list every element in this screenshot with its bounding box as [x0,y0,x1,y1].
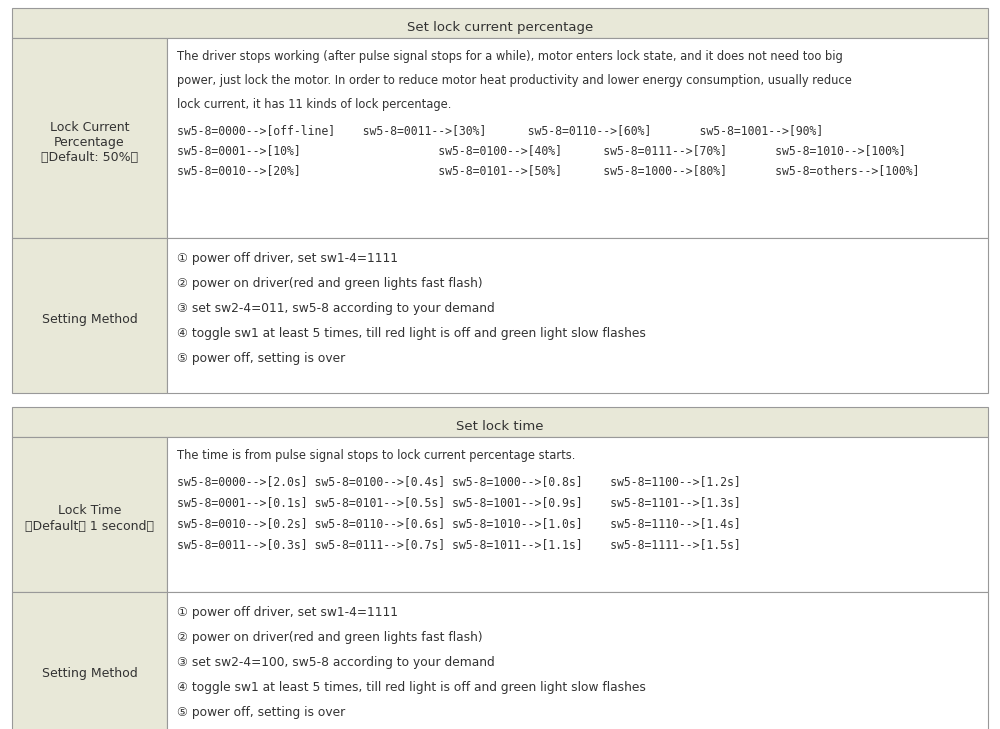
Text: Setting Method: Setting Method [42,667,137,680]
Text: sw5-8=0001-->[0.1s] sw5-8=0101-->[0.5s] sw5-8=1001-->[0.9s]    sw5-8=1101-->[1.3: sw5-8=0001-->[0.1s] sw5-8=0101-->[0.5s] … [177,496,741,509]
Text: Lock Current
Percentage
（Default: 50%）: Lock Current Percentage （Default: 50%） [41,120,138,163]
Text: ③ set sw2-4=100, sw5-8 according to your demand: ③ set sw2-4=100, sw5-8 according to your… [177,656,495,669]
Bar [12,437,167,592]
Text: ② power on driver(red and green lights fast flash): ② power on driver(red and green lights f… [177,277,483,290]
Text: sw5-8=0000-->[2.0s] sw5-8=0100-->[0.4s] sw5-8=1000-->[0.8s]    sw5-8=1100-->[1.2: sw5-8=0000-->[2.0s] sw5-8=0100-->[0.4s] … [177,475,741,488]
Bar [12,407,988,437]
Text: sw5-8=0010-->[0.2s] sw5-8=0110-->[0.6s] sw5-8=1010-->[1.0s]    sw5-8=1110-->[1.4: sw5-8=0010-->[0.2s] sw5-8=0110-->[0.6s] … [177,517,741,530]
Text: Setting Method: Setting Method [42,313,137,326]
Text: Set lock time: Set lock time [456,420,544,433]
Text: power, just lock the motor. In order to reduce motor heat productivity and lower: power, just lock the motor. In order to … [177,74,852,87]
Bar [167,238,988,393]
Text: sw5-8=0001-->[10%]                    sw5-8=0100-->[40%]      sw5-8=0111-->[70%]: sw5-8=0001-->[10%] sw5-8=0100-->[40%] sw… [177,144,906,157]
Bar [12,38,167,238]
Text: ② power on driver(red and green lights fast flash): ② power on driver(red and green lights f… [177,631,483,644]
Bar [167,38,988,238]
Text: ① power off driver, set sw1-4=1111: ① power off driver, set sw1-4=1111 [177,252,398,265]
Bar [167,592,988,729]
Bar [167,437,988,592]
Text: ① power off driver, set sw1-4=1111: ① power off driver, set sw1-4=1111 [177,606,398,619]
Bar [12,592,167,729]
Text: ⑤ power off, setting is over: ⑤ power off, setting is over [177,706,345,719]
Text: The driver stops working (after pulse signal stops for a while), motor enters lo: The driver stops working (after pulse si… [177,50,843,63]
Text: sw5-8=0011-->[0.3s] sw5-8=0111-->[0.7s] sw5-8=1011-->[1.1s]    sw5-8=1111-->[1.5: sw5-8=0011-->[0.3s] sw5-8=0111-->[0.7s] … [177,538,741,551]
Text: ③ set sw2-4=011, sw5-8 according to your demand: ③ set sw2-4=011, sw5-8 according to your… [177,302,495,315]
Text: ⑤ power off, setting is over: ⑤ power off, setting is over [177,352,345,365]
Text: lock current, it has 11 kinds of lock percentage.: lock current, it has 11 kinds of lock pe… [177,98,451,111]
Text: sw5-8=0000-->[off-line]    sw5-8=0011-->[30%]      sw5-8=0110-->[60%]       sw5-: sw5-8=0000-->[off-line] sw5-8=0011-->[30… [177,124,823,137]
Text: sw5-8=0010-->[20%]                    sw5-8=0101-->[50%]      sw5-8=1000-->[80%]: sw5-8=0010-->[20%] sw5-8=0101-->[50%] sw… [177,164,920,177]
Text: Lock Time
（Default： 1 second）: Lock Time （Default： 1 second） [25,504,154,532]
Bar [12,238,167,393]
Text: ④ toggle sw1 at least 5 times, till red light is off and green light slow flashe: ④ toggle sw1 at least 5 times, till red … [177,327,646,340]
Text: The time is from pulse signal stops to lock current percentage starts.: The time is from pulse signal stops to l… [177,449,575,462]
Text: Set lock current percentage: Set lock current percentage [407,21,593,34]
Text: ④ toggle sw1 at least 5 times, till red light is off and green light slow flashe: ④ toggle sw1 at least 5 times, till red … [177,681,646,694]
Bar [12,8,988,38]
